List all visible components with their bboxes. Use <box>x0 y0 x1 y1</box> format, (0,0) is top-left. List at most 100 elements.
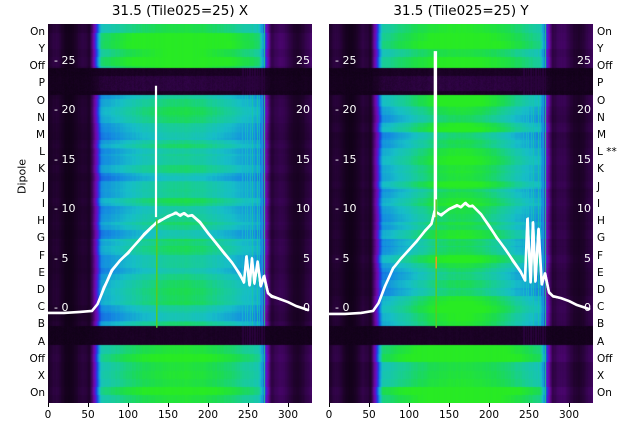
inner-y-tick-right-0-2: 15 <box>296 152 310 166</box>
category-tick-right-16: C <box>597 301 605 314</box>
inner-y-tick-right-1-2: 15 <box>577 152 591 166</box>
inner-y-tick-left-1-0: - 25 <box>335 54 357 67</box>
inner-y-tick-right-0-3: 10 <box>296 202 310 216</box>
category-tick-left-14: E <box>38 266 45 279</box>
inner-y-tick-left-0-5: - 0 <box>54 301 69 314</box>
category-tick-left-19: Off <box>29 352 46 365</box>
category-tick-right-10: I <box>597 197 601 210</box>
inner-y-tick-left-1-5: - 0 <box>335 301 350 314</box>
inner-y-tick-right-1-4: 5 <box>584 251 591 265</box>
x-tick-label-0-0: 0 <box>44 409 52 421</box>
category-tick-right-2: Off <box>597 60 613 73</box>
inner-y-tick-right-1-3: 10 <box>577 202 591 216</box>
category-tick-right-0: On <box>597 25 612 38</box>
x-tick-mark-0-3 <box>168 403 169 407</box>
x-tick-mark-0-2 <box>128 403 129 407</box>
x-tick-mark-1-4 <box>489 403 490 407</box>
trace-white-spectrum-trace-1-3 <box>329 201 591 315</box>
x-tick-label-0-2: 100 <box>117 409 139 421</box>
category-tick-right-11: H <box>597 215 605 228</box>
category-axis-left: On Y Off P O N M L K J I H G F E D C B A Off X On <box>0 24 48 403</box>
category-tick-right-4: O <box>597 94 606 107</box>
category-tick-right-8: K <box>597 163 604 176</box>
category-tick-left-16: C <box>37 301 45 314</box>
category-tick-left-2: Off <box>29 60 46 73</box>
x-tick-mark-0-0 <box>48 403 49 407</box>
inner-y-tick-left-1-3: - 10 <box>335 202 357 216</box>
heatmap-panel-y[interactable]: - 25 25 - 20 20 - 15 15 - 10 10 - 5 5 - 0 0 <box>329 24 593 403</box>
category-tick-right-12: G <box>597 232 606 245</box>
x-tick-mark-1-5 <box>529 403 530 407</box>
x-axis-panel-y: 0 50 100 150 200 250 300 <box>325 403 593 437</box>
category-tick-right-18: A <box>597 335 605 348</box>
inner-y-tick-right-0-4: 5 <box>303 251 310 265</box>
panel-title-y: 31.5 (Tile025=25) Y <box>393 3 529 19</box>
x-tick-mark-1-6 <box>569 403 570 407</box>
category-axis-right: On Y Off P O N M L ** K J I H G F E D C B A Off X On <box>593 24 640 403</box>
inner-y-tick-right-0-0: 25 <box>296 54 310 67</box>
x-tick-label-1-0: 0 <box>325 409 333 421</box>
category-tick-left-1: Y <box>38 42 45 55</box>
inner-y-tick-right-0-1: 20 <box>296 103 310 117</box>
trace-white-spectrum-trace-0-3 <box>48 211 309 314</box>
category-tick-left-20: X <box>37 370 45 383</box>
category-tick-right-7: L ** <box>597 146 617 159</box>
category-tick-left-18: A <box>37 335 45 348</box>
x-tick-mark-1-2 <box>409 403 410 407</box>
x-tick-mark-0-6 <box>288 403 289 407</box>
inner-y-tick-left-1-2: - 15 <box>335 152 357 166</box>
panel-title-x: 31.5 (Tile025=25) X <box>111 3 249 19</box>
inner-y-tick-right-1-5: 0 <box>584 301 591 314</box>
inner-y-tick-left-1-4: - 5 <box>335 251 350 265</box>
category-tick-left-3: P <box>38 77 45 90</box>
category-tick-right-17: B <box>597 318 605 331</box>
trace-white-spectrum-trace-0-0 <box>48 211 310 315</box>
inner-y-tick-right-0-5: 0 <box>303 301 310 314</box>
category-tick-right-15: D <box>597 284 606 297</box>
x-tick-mark-1-1 <box>369 403 370 407</box>
x-tick-label-0-6: 300 <box>277 409 299 421</box>
x-tick-label-1-3: 150 <box>438 409 460 421</box>
category-tick-left-10: I <box>41 197 45 210</box>
inner-y-tick-left-0-4: - 5 <box>54 251 69 265</box>
x-tick-label-1-6: 300 <box>558 409 580 421</box>
x-tick-label-0-5: 250 <box>237 409 259 421</box>
category-tick-right-14: E <box>597 266 604 279</box>
category-tick-right-6: M <box>597 128 607 141</box>
x-tick-label-1-4: 200 <box>478 409 500 421</box>
category-tick-right-3: P <box>597 77 604 90</box>
inner-y-tick-left-1-1: - 20 <box>335 103 357 117</box>
inner-y-tick-left-0-3: - 10 <box>54 202 76 216</box>
category-tick-right-20: X <box>597 370 605 383</box>
x-tick-mark-1-3 <box>449 403 450 407</box>
category-tick-left-9: J <box>41 180 45 193</box>
category-tick-right-13: F <box>597 249 604 262</box>
x-tick-mark-0-1 <box>88 403 89 407</box>
category-tick-left-5: N <box>37 111 45 124</box>
category-tick-left-21: On <box>30 387 45 400</box>
overlay-traces-x <box>48 85 310 328</box>
inner-y-tick-right-1-0: 25 <box>577 54 591 67</box>
inner-y-tick-left-0-2: - 15 <box>54 152 76 166</box>
category-tick-right-9: J <box>597 180 601 193</box>
heatmap-canvas-y <box>329 24 593 403</box>
x-axis-panel-x: 0 50 100 150 200 250 300 <box>44 403 312 437</box>
category-tick-left-15: D <box>36 284 45 297</box>
x-tick-label-0-1: 50 <box>81 409 95 421</box>
category-tick-left-17: B <box>37 318 45 331</box>
inner-y-tick-left-0-1: - 20 <box>54 103 76 117</box>
trace-white-spectrum-trace-0-2 <box>48 211 309 314</box>
category-tick-left-4: O <box>36 94 45 107</box>
x-tick-mark-0-5 <box>248 403 249 407</box>
heatmap-panel-x[interactable]: - 25 25 - 20 20 - 15 15 - 10 10 - 5 5 - 0 0 <box>48 24 312 403</box>
category-tick-right-21: On <box>597 387 612 400</box>
inner-y-tick-right-1-1: 20 <box>577 103 591 117</box>
category-tick-right-1: Y <box>597 42 604 55</box>
trace-white-spectrum-trace-1-2 <box>329 201 590 315</box>
x-tick-label-1-5: 250 <box>518 409 540 421</box>
category-tick-left-7: L <box>39 146 45 159</box>
x-tick-label-0-4: 200 <box>197 409 219 421</box>
trace-white-spectrum-trace-1-0 <box>329 201 591 316</box>
category-tick-right-19: Off <box>597 352 613 365</box>
